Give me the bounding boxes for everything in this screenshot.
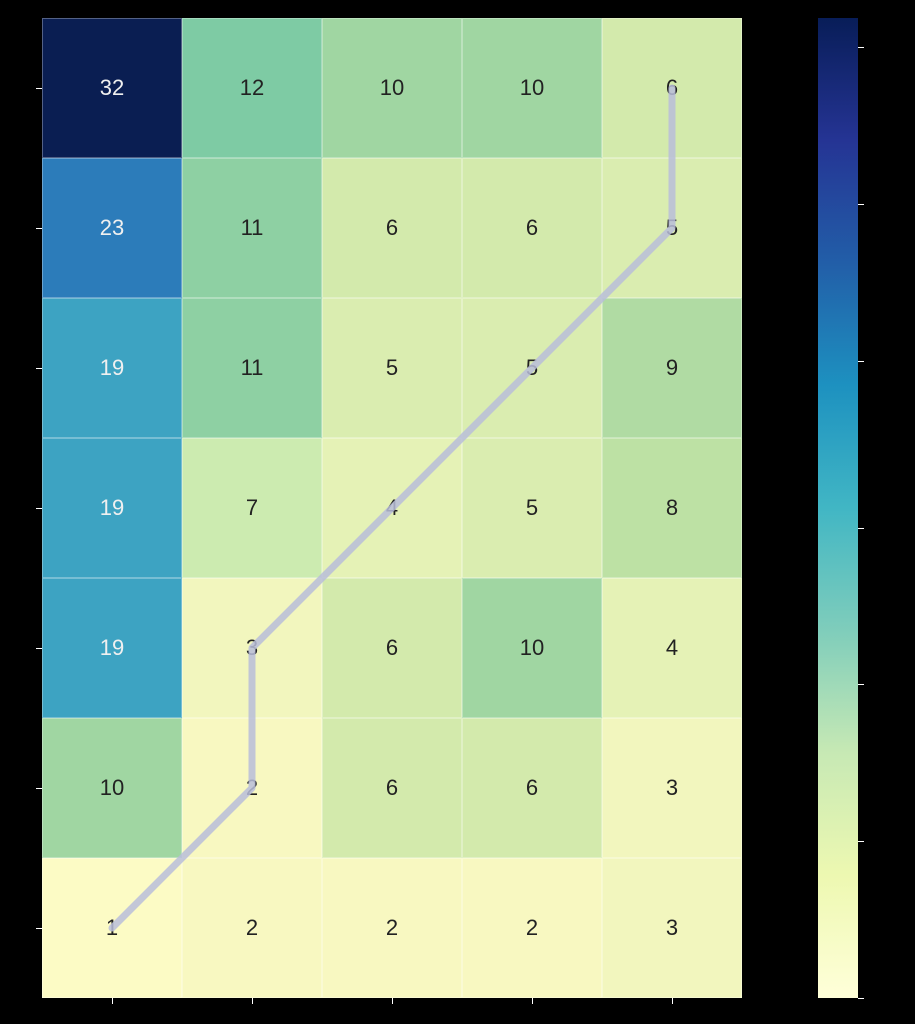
heatmap-cell: 32 — [42, 18, 182, 158]
y-tick — [36, 88, 42, 89]
x-tick — [672, 998, 673, 1004]
heatmap-cell: 2 — [322, 858, 462, 998]
y-tick — [36, 508, 42, 509]
heatmap-cell: 3 — [182, 578, 322, 718]
y-tick — [36, 788, 42, 789]
colorbar-tick — [858, 998, 864, 999]
heatmap-cell: 10 — [462, 578, 602, 718]
heatmap-cell: 10 — [42, 718, 182, 858]
y-tick — [36, 368, 42, 369]
heatmap-cell: 19 — [42, 438, 182, 578]
colorbar-tick — [858, 361, 864, 362]
heatmap-cell: 6 — [322, 158, 462, 298]
heatmap-cell: 3 — [602, 858, 742, 998]
colorbar — [818, 18, 858, 998]
x-tick — [252, 998, 253, 1004]
heatmap-cell: 9 — [602, 298, 742, 438]
colorbar-tick — [858, 841, 864, 842]
colorbar-tick — [858, 684, 864, 685]
heatmap-cell: 19 — [42, 298, 182, 438]
heatmap-cell: 8 — [602, 438, 742, 578]
heatmap-cell: 6 — [602, 18, 742, 158]
heatmap-cell: 6 — [322, 578, 462, 718]
y-tick — [36, 928, 42, 929]
heatmap-cell: 2 — [462, 858, 602, 998]
heatmap-cell: 11 — [182, 158, 322, 298]
heatmap-cell: 2 — [182, 718, 322, 858]
heatmap-cell: 1 — [42, 858, 182, 998]
heatmap-cell: 10 — [462, 18, 602, 158]
heatmap-chart: 3212101062311665191155919745819361041026… — [42, 18, 742, 998]
heatmap-cell: 2 — [182, 858, 322, 998]
heatmap-cell: 6 — [462, 718, 602, 858]
heatmap-cell: 7 — [182, 438, 322, 578]
colorbar-tick — [858, 47, 864, 48]
heatmap-cell: 3 — [602, 718, 742, 858]
heatmap-cell: 6 — [322, 718, 462, 858]
heatmap-cell: 5 — [462, 298, 602, 438]
heatmap-cell: 4 — [602, 578, 742, 718]
heatmap-cell: 5 — [602, 158, 742, 298]
colorbar-tick — [858, 204, 864, 205]
heatmap-cell: 6 — [462, 158, 602, 298]
colorbar-gradient — [818, 18, 858, 998]
heatmap-cell: 11 — [182, 298, 322, 438]
heatmap-cell: 5 — [462, 438, 602, 578]
heatmap-cell: 4 — [322, 438, 462, 578]
x-tick — [112, 998, 113, 1004]
y-tick — [36, 648, 42, 649]
heatmap-grid: 3212101062311665191155919745819361041026… — [42, 18, 742, 998]
heatmap-cell: 12 — [182, 18, 322, 158]
heatmap-cell: 10 — [322, 18, 462, 158]
y-tick — [36, 228, 42, 229]
x-tick — [392, 998, 393, 1004]
colorbar-tick — [858, 528, 864, 529]
heatmap-cell: 5 — [322, 298, 462, 438]
x-tick — [532, 998, 533, 1004]
heatmap-cell: 23 — [42, 158, 182, 298]
heatmap-cell: 19 — [42, 578, 182, 718]
